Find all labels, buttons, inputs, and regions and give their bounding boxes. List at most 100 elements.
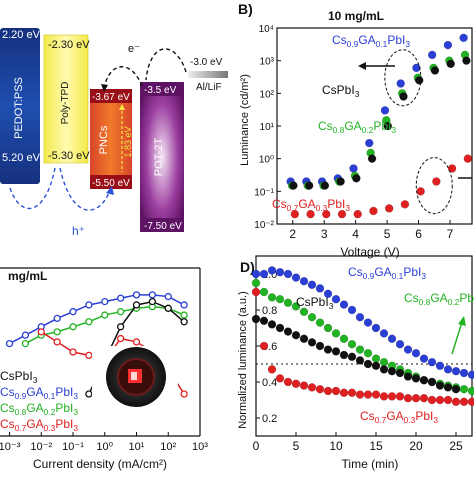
pot-layer (140, 82, 184, 232)
panel-c-point (53, 328, 61, 336)
panel-c-point (69, 323, 77, 331)
panel-d-xtick-label: 25 (449, 439, 463, 453)
panel-d-point (435, 395, 445, 405)
panel-c-xtick-label: 10¹ (129, 441, 145, 453)
panel-d-point (443, 395, 453, 405)
panel-c-xlabel: Current density (mA/cm²) (33, 457, 167, 471)
pnc-gap-label: 1.83 eV (123, 126, 133, 157)
panel-d-point (283, 327, 293, 336)
panel-d-point (467, 386, 474, 396)
panel-b-point (320, 181, 330, 190)
hole-arrowhead (106, 186, 114, 195)
panel-d: D) Normalized luminance (a.u.) Time (min… (237, 255, 474, 471)
panel-b-point (443, 40, 453, 50)
panel-c-point (53, 314, 61, 323)
pnc-layer (90, 92, 132, 176)
pedotpss-label: PEDOT:PSS (13, 77, 25, 139)
panel-d-point (299, 334, 309, 344)
panel-c-series-line (9, 294, 185, 345)
panel-d-point (299, 276, 309, 286)
panel-c-point (21, 331, 30, 339)
panel-d-point (291, 379, 301, 389)
panel-d-point (419, 393, 429, 403)
pnc-top-band (90, 89, 132, 103)
pot-top-band (140, 82, 184, 96)
panel-d-point (435, 361, 445, 371)
pot-label: POT-2T (153, 137, 165, 176)
panel-d-point (363, 318, 373, 327)
panel-d-point (251, 269, 261, 279)
panel-d-point (443, 365, 453, 374)
panel-b-point (462, 56, 471, 65)
panel-d-point (379, 329, 389, 338)
panel-d-point (307, 312, 317, 322)
panel-d-xtick-label: 20 (409, 439, 423, 453)
panel-b-point (400, 200, 410, 209)
panel-d-point (291, 273, 301, 282)
panel-d-point (467, 370, 474, 380)
panel-d-point (355, 356, 365, 365)
panel-b-legend-label: CsPbI3​ (322, 83, 360, 99)
pnc-bottom-level: -5.50 eV (92, 178, 130, 189)
panel-b-point (336, 177, 345, 186)
panel-c-point (132, 301, 141, 309)
panel-b-point (412, 63, 421, 73)
panel-b-point (365, 138, 374, 148)
panel-b-point (383, 121, 393, 131)
panel-b-ytick-label: 10² (260, 89, 275, 100)
pnc-bottom-band (90, 175, 132, 189)
pnc-gap-arrowhead (119, 104, 125, 110)
device-glow-core (131, 372, 137, 380)
panel-c-point (21, 339, 30, 348)
panel-d-point (371, 361, 381, 371)
panel-c-point (148, 291, 157, 299)
panel-c-point (116, 323, 125, 331)
panel-b-xtick-label: 6 (415, 227, 422, 241)
polytpd-layer (43, 34, 89, 164)
panel-d-point (355, 345, 365, 354)
panel-b-point (352, 174, 361, 183)
panel-d-point (267, 266, 277, 275)
panel-d-point (339, 388, 349, 398)
panel-d-point (387, 334, 397, 344)
panel-d-point (459, 384, 469, 394)
panel-d-point (403, 393, 413, 403)
panel-d-point (363, 348, 373, 358)
panel-b-point (337, 209, 347, 219)
panel-c-point (116, 308, 125, 316)
panel-d-point (387, 392, 397, 401)
panel-c-point (69, 308, 77, 316)
polytpd-bottom-level: -5.30 eV (48, 150, 90, 162)
panel-d-point (259, 316, 269, 326)
panel-c-xtick-label: 10⁻¹ (62, 441, 84, 453)
panel-d-point (347, 388, 357, 398)
panel-b-point (430, 66, 440, 75)
panel-d-point (459, 368, 469, 378)
panel-d-point (379, 365, 389, 374)
panel-c-point (69, 348, 77, 356)
panel-b-point (322, 209, 331, 219)
panel-c-legend-label: Cs0.7​GA0.3​PbI3​ (0, 417, 78, 433)
panel-d-letter: D) (240, 259, 255, 275)
panel-d-point (331, 329, 341, 338)
panel-c-point (164, 292, 172, 301)
panel-b-point (416, 187, 425, 196)
panel-d-ytick-label: 0.2 (262, 413, 277, 425)
panel-b-ytick-label: 10⁴ (259, 24, 274, 35)
panel-d-xtick-label: 0 (253, 439, 260, 453)
cathode-label: Al/LiF (196, 82, 222, 93)
panel-b-legend-label: Cs0.8​GA0.2​PbI3​ (318, 119, 396, 135)
panel-b-dashed-ellipse-bottom (415, 157, 453, 215)
panel-c-legend-label: CsPbI3​ (0, 369, 38, 385)
panel-d-point (363, 359, 373, 369)
panel-d-point (323, 386, 333, 396)
panel-b-legend-label: Cs0.9​GA0.1​PbI3​ (332, 33, 410, 49)
panel-d-point (395, 392, 405, 401)
cathode-bar (188, 71, 228, 78)
panel-d-point (275, 267, 285, 277)
panel-c-point (101, 311, 109, 319)
panel-b-point (289, 181, 298, 190)
panel-d-point (267, 365, 277, 374)
panel-d-point (339, 300, 349, 309)
